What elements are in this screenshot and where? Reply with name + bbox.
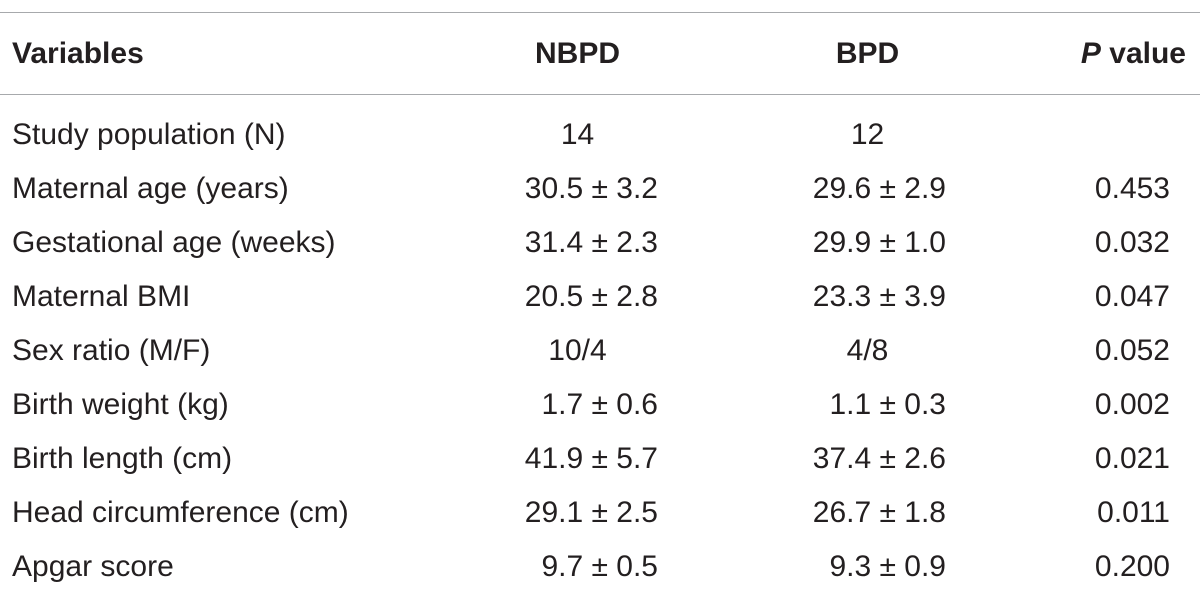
cell-variable: Sex ratio (M/F): [12, 334, 211, 367]
cell-variable: Head circumference (cm): [12, 496, 349, 529]
table-header-row: Variables NBPD BPD P value: [0, 26, 1200, 82]
cell-p-value: 0.011: [1097, 496, 1170, 529]
cell-bpd: 4/8: [846, 334, 889, 367]
cell-bpd: 37.4 ± 2.6: [812, 442, 946, 475]
header-p-suffix: value: [1100, 37, 1186, 70]
cell-variable: Apgar score: [12, 550, 174, 583]
cell-bpd: 23.3 ± 3.9: [812, 280, 946, 313]
cell-p-value: 0.002: [1094, 388, 1170, 421]
cell-variable: Birth length (cm): [12, 442, 233, 475]
table-row: Birth weight (kg) 1.7 ± 0.6 1.1 ± 0.3 0.…: [0, 378, 1200, 432]
header-bpd: BPD: [835, 37, 900, 70]
cell-variable: Maternal age (years): [12, 172, 289, 205]
header-variables: Variables: [12, 37, 144, 70]
header-nbpd: NBPD: [534, 37, 620, 70]
cell-nbpd: 1.7 ± 0.6: [541, 388, 658, 421]
cell-nbpd: 41.9 ± 5.7: [524, 442, 658, 475]
cell-bpd: 29.6 ± 2.9: [812, 172, 946, 205]
cell-p-value: 0.021: [1094, 442, 1170, 475]
cell-p-value: 0.032: [1094, 226, 1170, 259]
table-row: Gestational age (weeks) 31.4 ± 2.3 29.9 …: [0, 216, 1200, 270]
header-p-letter: P: [1080, 37, 1101, 70]
cell-nbpd: 20.5 ± 2.8: [524, 280, 658, 313]
cell-p-value: 0.453: [1094, 172, 1170, 205]
top-rule: [0, 12, 1200, 13]
cell-bpd: 12: [850, 118, 885, 151]
cell-nbpd: 14: [560, 118, 595, 151]
cell-nbpd: 9.7 ± 0.5: [541, 550, 658, 583]
cell-p-value: 0.047: [1094, 280, 1170, 313]
table-row: Study population (N) 14 12: [0, 108, 1200, 162]
cell-bpd: 29.9 ± 1.0: [812, 226, 946, 259]
cell-variable: Birth weight (kg): [12, 388, 229, 421]
table-row: Apgar score 9.7 ± 0.5 9.3 ± 0.9 0.200: [0, 540, 1200, 594]
table-row: Maternal BMI 20.5 ± 2.8 23.3 ± 3.9 0.047: [0, 270, 1200, 324]
cell-bpd: 26.7 ± 1.8: [812, 496, 946, 529]
cell-nbpd: 30.5 ± 3.2: [524, 172, 658, 205]
table-row: Maternal age (years) 30.5 ± 3.2 29.6 ± 2…: [0, 162, 1200, 216]
cell-p-value: 0.052: [1094, 334, 1170, 367]
cell-variable: Study population (N): [12, 118, 286, 151]
cell-bpd: 9.3 ± 0.9: [829, 550, 946, 583]
cell-bpd: 1.1 ± 0.3: [829, 388, 946, 421]
table-row: Birth length (cm) 41.9 ± 5.7 37.4 ± 2.6 …: [0, 432, 1200, 486]
cell-nbpd: 29.1 ± 2.5: [524, 496, 658, 529]
cell-variable: Gestational age (weeks): [12, 226, 336, 259]
header-p-value: P value: [1000, 26, 1186, 82]
cell-variable: Maternal BMI: [12, 280, 191, 313]
table-row: Sex ratio (M/F) 10/4 4/8 0.052: [0, 324, 1200, 378]
table-row: Head circumference (cm) 29.1 ± 2.5 26.7 …: [0, 486, 1200, 540]
cell-nbpd: 31.4 ± 2.3: [524, 226, 658, 259]
cell-nbpd: 10/4: [548, 334, 607, 367]
cell-p-value: 0.200: [1094, 550, 1170, 583]
header-rule: [0, 94, 1200, 95]
